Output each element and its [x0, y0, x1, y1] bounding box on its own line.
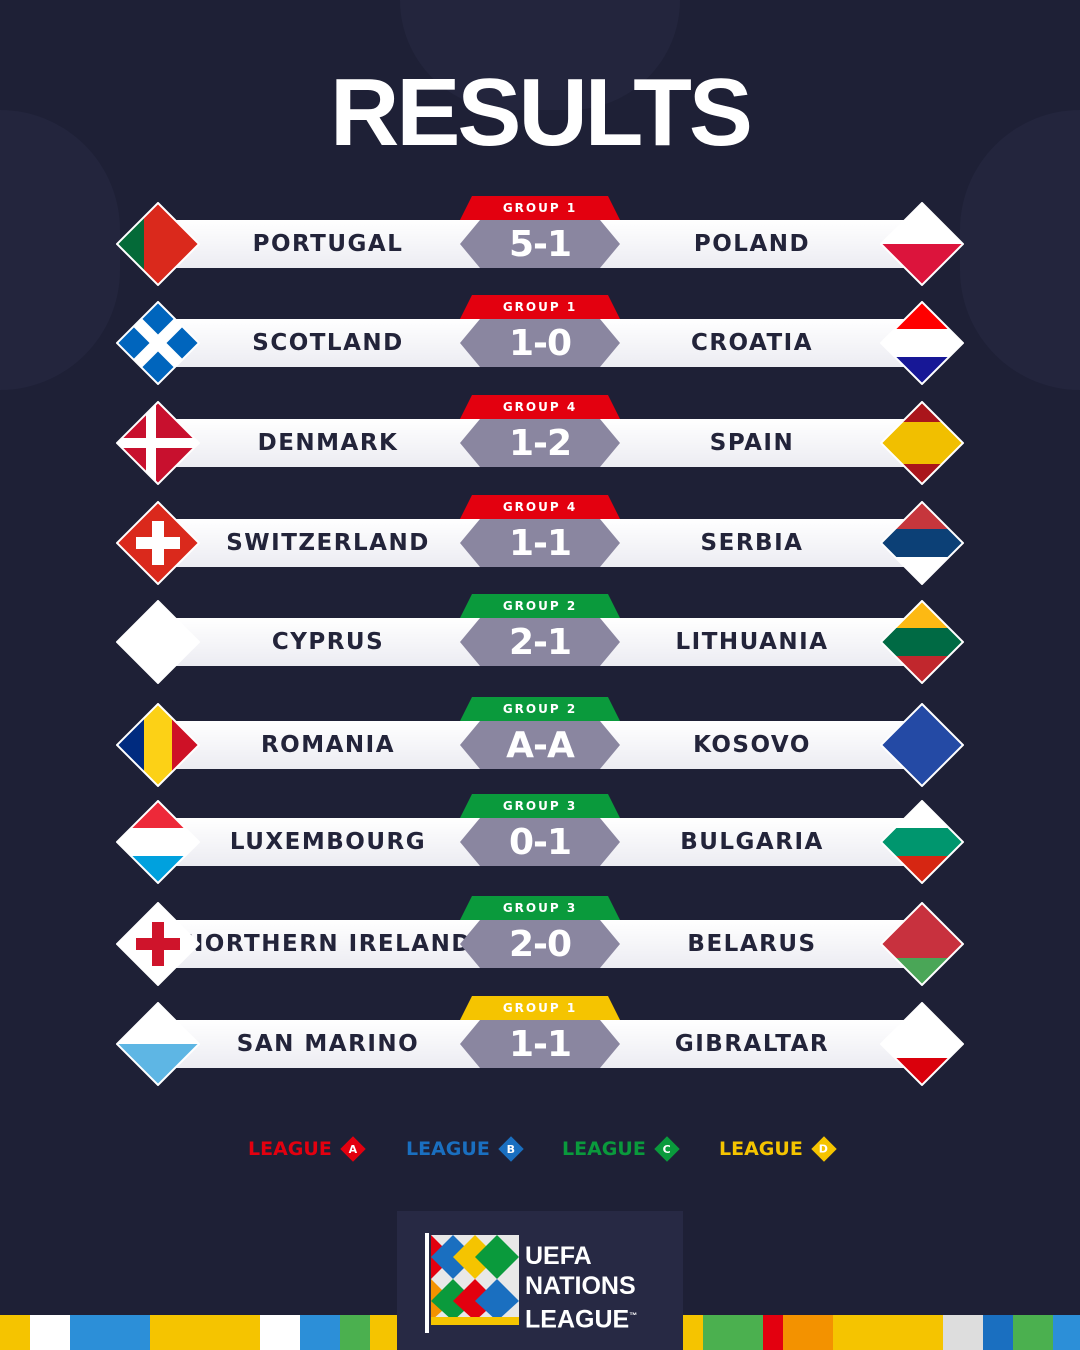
match-row: SAN MARINO GIBRALTAR GROUP 1 1-1 — [0, 996, 1080, 1096]
home-flag-icon — [115, 799, 201, 885]
score: 5-1 — [460, 220, 620, 268]
match-row: LUXEMBOURG BULGARIA GROUP 3 0-1 — [0, 794, 1080, 894]
league-diamond-icon: B — [498, 1136, 524, 1162]
legend-label: LEAGUE — [562, 1138, 646, 1160]
match-row: SCOTLAND CROATIA GROUP 1 1-0 — [0, 295, 1080, 395]
legend-league-c: LEAGUE C — [562, 1136, 680, 1162]
match-row: PORTUGAL POLAND GROUP 1 5-1 — [0, 196, 1080, 296]
score: 1-0 — [460, 319, 620, 367]
group-label: GROUP 4 — [460, 495, 620, 519]
home-team: SAN MARINO — [236, 1031, 420, 1057]
home-flag-icon — [115, 500, 201, 586]
group-label: GROUP 2 — [460, 594, 620, 618]
home-team: PORTUGAL — [252, 231, 404, 257]
away-team: GIBRALTAR — [674, 1031, 830, 1057]
away-team: BULGARIA — [680, 829, 824, 855]
away-flag-icon — [879, 599, 965, 685]
home-team: SWITZERLAND — [226, 530, 430, 556]
league-diamond-icon: D — [811, 1136, 837, 1162]
away-team: CROATIA — [690, 330, 814, 356]
away-team: LITHUANIA — [675, 629, 829, 655]
group-label: GROUP 3 — [460, 896, 620, 920]
home-flag-icon — [115, 1001, 201, 1087]
decorative-strip-left — [0, 1315, 397, 1350]
legend-letter: A — [348, 1142, 358, 1156]
away-team: POLAND — [693, 231, 811, 257]
legend-letter: C — [662, 1142, 671, 1156]
away-flag-icon — [879, 799, 965, 885]
home-team: LUXEMBOURG — [229, 829, 427, 855]
away-flag-icon — [879, 901, 965, 987]
match-row: CYPRUS LITHUANIA GROUP 2 2-1 — [0, 594, 1080, 694]
away-flag-icon — [879, 1001, 965, 1087]
home-flag-icon — [115, 400, 201, 486]
away-team: BELARUS — [687, 931, 817, 957]
away-team: SERBIA — [700, 530, 804, 556]
home-flag-icon — [115, 901, 201, 987]
uefa-nations-league-logo: UEFA NATIONS LEAGUE™ — [397, 1211, 683, 1350]
match-row: DENMARK SPAIN GROUP 4 1-2 — [0, 395, 1080, 495]
home-flag-icon — [115, 300, 201, 386]
league-diamond-icon: A — [340, 1136, 366, 1162]
home-team: DENMARK — [257, 430, 399, 456]
away-team: SPAIN — [709, 430, 795, 456]
away-flag-icon — [879, 702, 965, 788]
group-label: GROUP 2 — [460, 697, 620, 721]
logo-text-uefa: UEFA — [525, 1242, 592, 1270]
score: 1-1 — [460, 1020, 620, 1068]
legend-label: LEAGUE — [248, 1138, 332, 1160]
home-team: CYPRUS — [271, 629, 385, 655]
legend-league-a: LEAGUE A — [248, 1136, 366, 1162]
home-team: ROMANIA — [260, 732, 396, 758]
home-team: NORTHERN IRELAND — [184, 931, 472, 957]
legend-label: LEAGUE — [719, 1138, 803, 1160]
score: 1-2 — [460, 419, 620, 467]
group-label: GROUP 4 — [460, 395, 620, 419]
group-label: GROUP 3 — [460, 794, 620, 818]
group-label: GROUP 1 — [460, 196, 620, 220]
score: 1-1 — [460, 519, 620, 567]
score: 2-0 — [460, 920, 620, 968]
match-row: SWITZERLAND SERBIA GROUP 4 1-1 — [0, 495, 1080, 595]
nations-league-flag-icon — [425, 1233, 519, 1333]
league-diamond-icon: C — [654, 1136, 680, 1162]
score: 2-1 — [460, 618, 620, 666]
score: 0-1 — [460, 818, 620, 866]
decorative-strip-right — [683, 1315, 1080, 1350]
legend-letter: D — [819, 1142, 829, 1156]
home-flag-icon — [115, 599, 201, 685]
match-row: ROMANIA KOSOVO GROUP 2 A-A — [0, 697, 1080, 797]
logo-text-league: LEAGUE — [525, 1305, 630, 1334]
home-flag-icon — [115, 702, 201, 788]
league-legend: LEAGUE A LEAGUE B LEAGUE C LEAGUE D — [0, 1136, 1080, 1168]
home-team: SCOTLAND — [252, 330, 404, 356]
home-flag-icon — [115, 201, 201, 287]
away-team: KOSOVO — [693, 732, 811, 758]
legend-letter: B — [506, 1142, 515, 1156]
away-flag-icon — [879, 400, 965, 486]
legend-league-b: LEAGUE B — [406, 1136, 524, 1162]
legend-league-d: LEAGUE D — [719, 1136, 837, 1162]
away-flag-icon — [879, 300, 965, 386]
logo-text-nations: NATIONS — [525, 1272, 636, 1300]
trademark: ™ — [629, 1311, 638, 1320]
legend-label: LEAGUE — [406, 1138, 490, 1160]
group-label: GROUP 1 — [460, 295, 620, 319]
match-row: NORTHERN IRELAND BELARUS GROUP 3 2-0 — [0, 896, 1080, 996]
group-label: GROUP 1 — [460, 996, 620, 1020]
away-flag-icon — [879, 201, 965, 287]
score: A-A — [460, 721, 620, 769]
away-flag-icon — [879, 500, 965, 586]
page-title: RESULTS — [330, 59, 753, 166]
